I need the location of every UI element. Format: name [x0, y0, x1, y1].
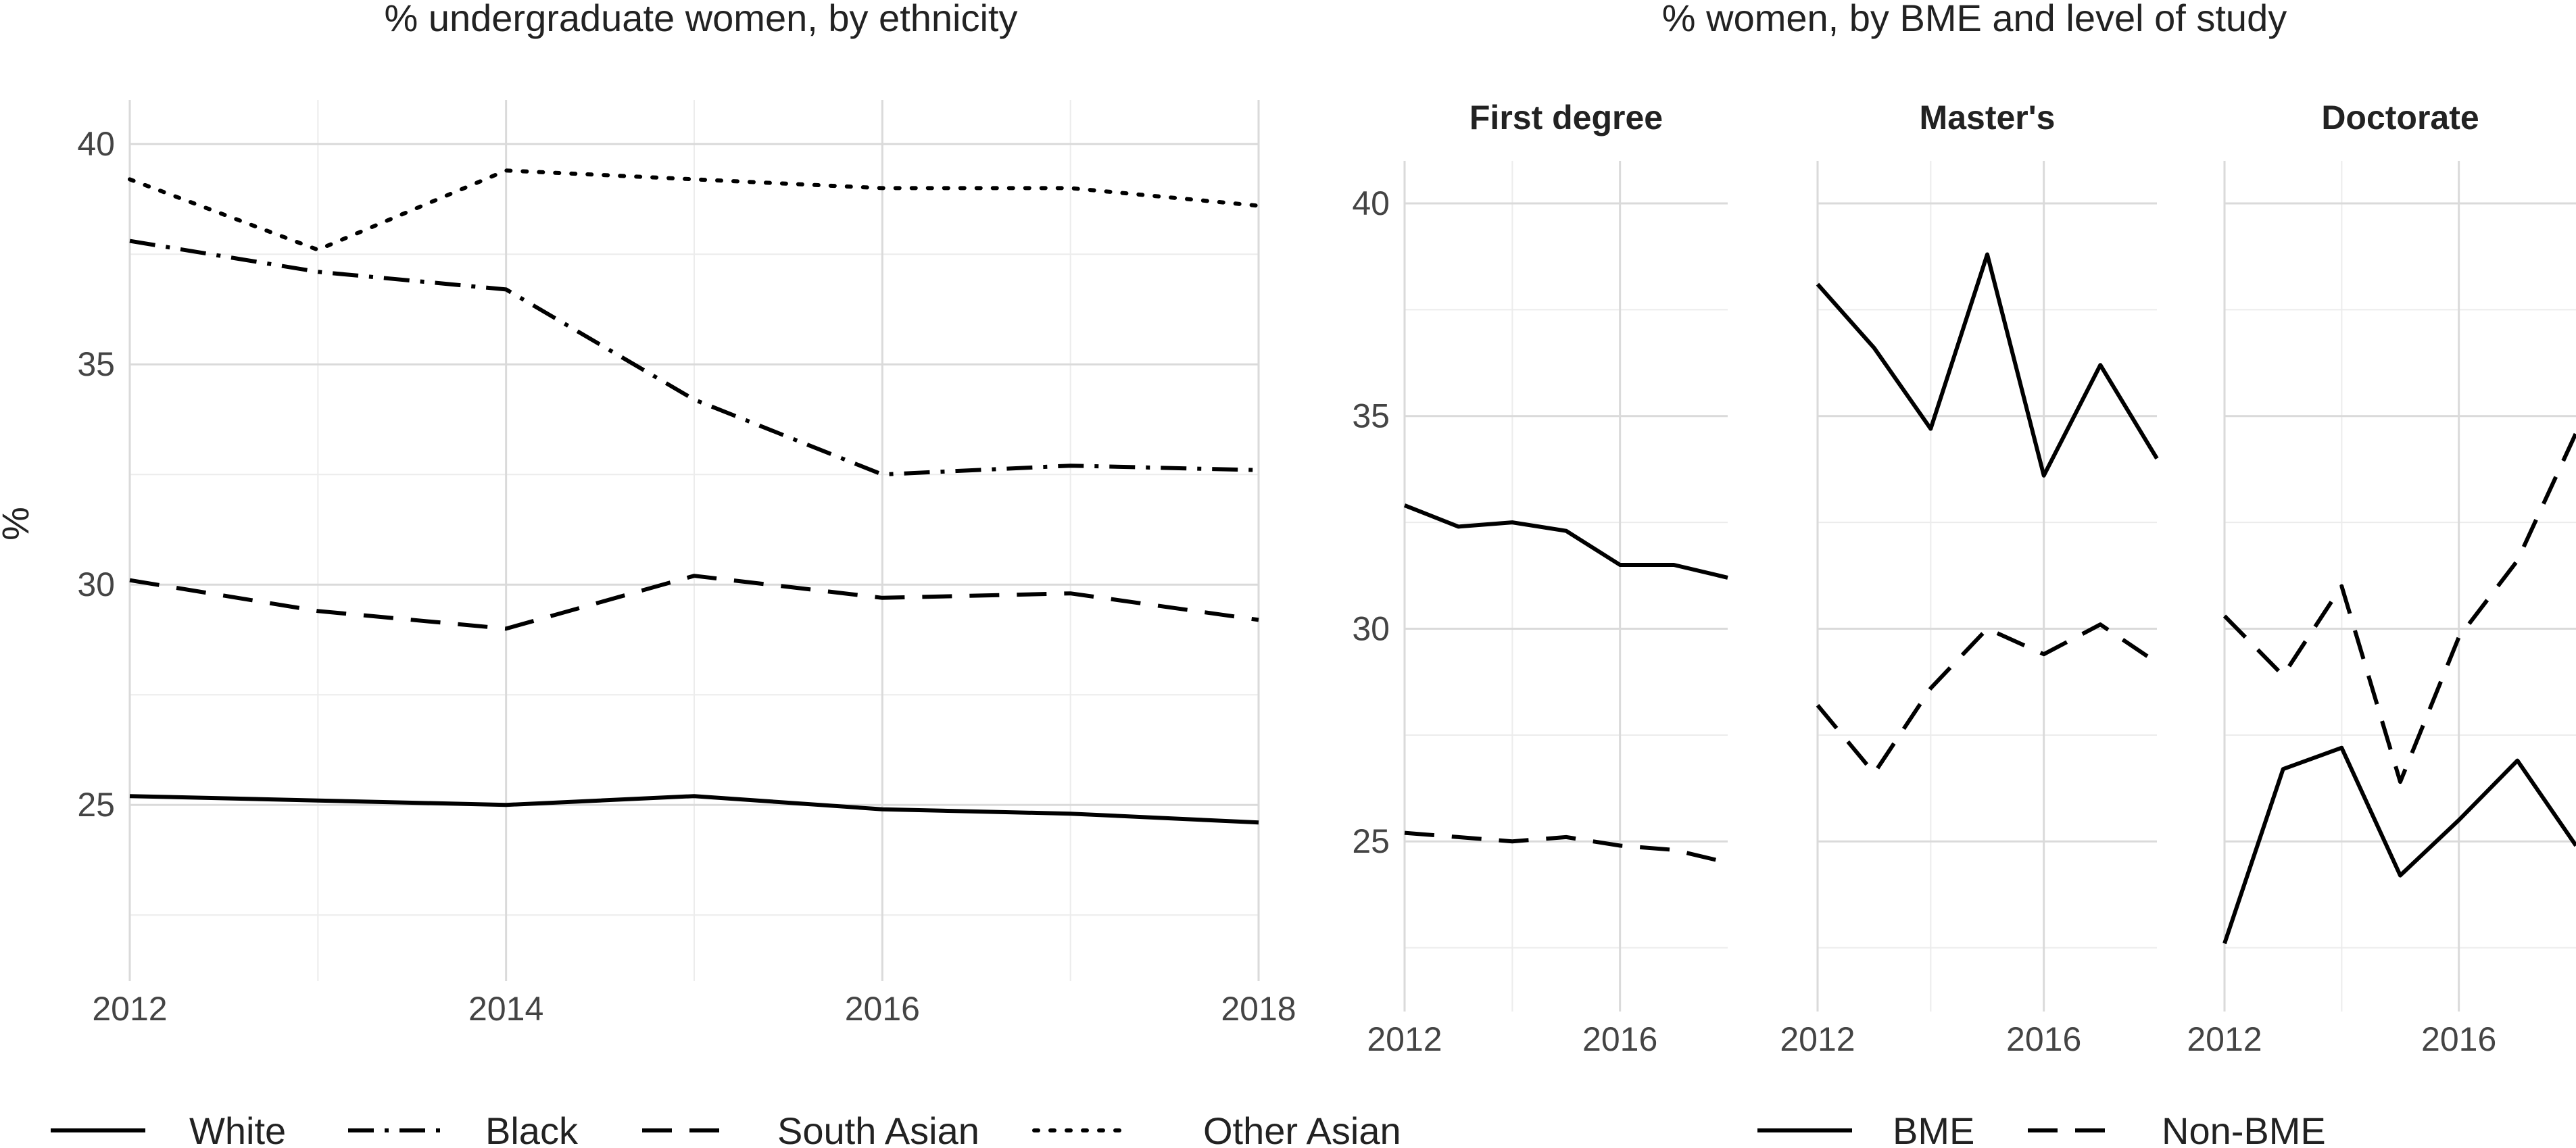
- facet-first-degree: First degree 2012 2016 25 30 35 40: [1352, 99, 1728, 1058]
- legend-label-black: Black: [485, 1109, 579, 1148]
- left-x-tick-label: 2016: [845, 990, 920, 1028]
- facet-master-s-x-tick-label: 2016: [2006, 1020, 2081, 1058]
- left-y-tick-label: 40: [77, 125, 115, 163]
- left-y-tick-label: 35: [77, 345, 115, 383]
- legend-bme: BME Non-BME: [1757, 1109, 2326, 1148]
- facet-doctorate-x-tick-label: 2016: [2421, 1020, 2496, 1058]
- left-x-tick-label: 2012: [92, 990, 167, 1028]
- facet-first-degree-y-tick-label: 25: [1352, 822, 1390, 860]
- left-y-axis-title: %: [0, 507, 37, 541]
- facet-strip-title: First degree: [1469, 99, 1663, 136]
- legend-label-bme: BME: [1893, 1109, 1974, 1148]
- facet-master-s-line-non-bme: [1816, 622, 2158, 776]
- left-y-tick-label: 25: [77, 786, 115, 824]
- facet-master-s-x-tick-label: 2012: [1780, 1020, 1855, 1058]
- facet-first-degree-x-tick-label: 2012: [1367, 1020, 1442, 1058]
- facet-master-s: Master's 2012 2016: [1780, 99, 2159, 1058]
- legend-label-white: White: [189, 1109, 286, 1148]
- facet-doctorate-line-bme: [2222, 745, 2576, 945]
- facet-doctorate-x-tick-label: 2012: [2187, 1020, 2262, 1058]
- facet-first-degree-y-tick-label: 30: [1352, 609, 1390, 647]
- facet-strip-title: Doctorate: [2321, 99, 2479, 136]
- left-y-tick-label: 30: [77, 566, 115, 603]
- facet-strip-title: Master's: [1920, 99, 2056, 136]
- left-x-tick-label: 2014: [468, 990, 543, 1028]
- legend-label-other-asian: Other Asian: [1203, 1109, 1401, 1148]
- left-line-south-asian: [129, 574, 1259, 631]
- facet-first-degree-x-tick-label: 2016: [1582, 1020, 1657, 1058]
- left-line-black: [129, 239, 1259, 477]
- left-line-white: [129, 794, 1259, 825]
- right-chart-title: % women, by BME and level of study: [1662, 0, 2287, 39]
- left-x-tick-label: 2018: [1221, 990, 1296, 1028]
- legend-ethnicity: White Black South Asian Other Asian: [51, 1109, 1401, 1148]
- ethnicity-chart: % undergraduate women, by ethnicity % 20…: [0, 0, 1296, 1028]
- facet-master-s-line-bme: [1816, 252, 2159, 478]
- facet-first-degree-y-tick-label: 35: [1352, 397, 1390, 435]
- left-chart-title: % undergraduate women, by ethnicity: [385, 0, 1018, 39]
- facet-doctorate-line-non-bme: [2222, 432, 2576, 784]
- bme-level-chart: % women, by BME and level of study First…: [1352, 0, 2576, 1058]
- legend-label-south-asian: South Asian: [777, 1109, 979, 1148]
- facet-first-degree-line-non-bme: [1404, 830, 1728, 865]
- legend-label-non-bme: Non-BME: [2162, 1109, 2326, 1148]
- facet-first-degree-line-bme: [1403, 503, 1728, 580]
- facet-first-degree-y-tick-label: 40: [1352, 184, 1390, 222]
- facet-doctorate: Doctorate 2012 2016: [2187, 99, 2576, 1058]
